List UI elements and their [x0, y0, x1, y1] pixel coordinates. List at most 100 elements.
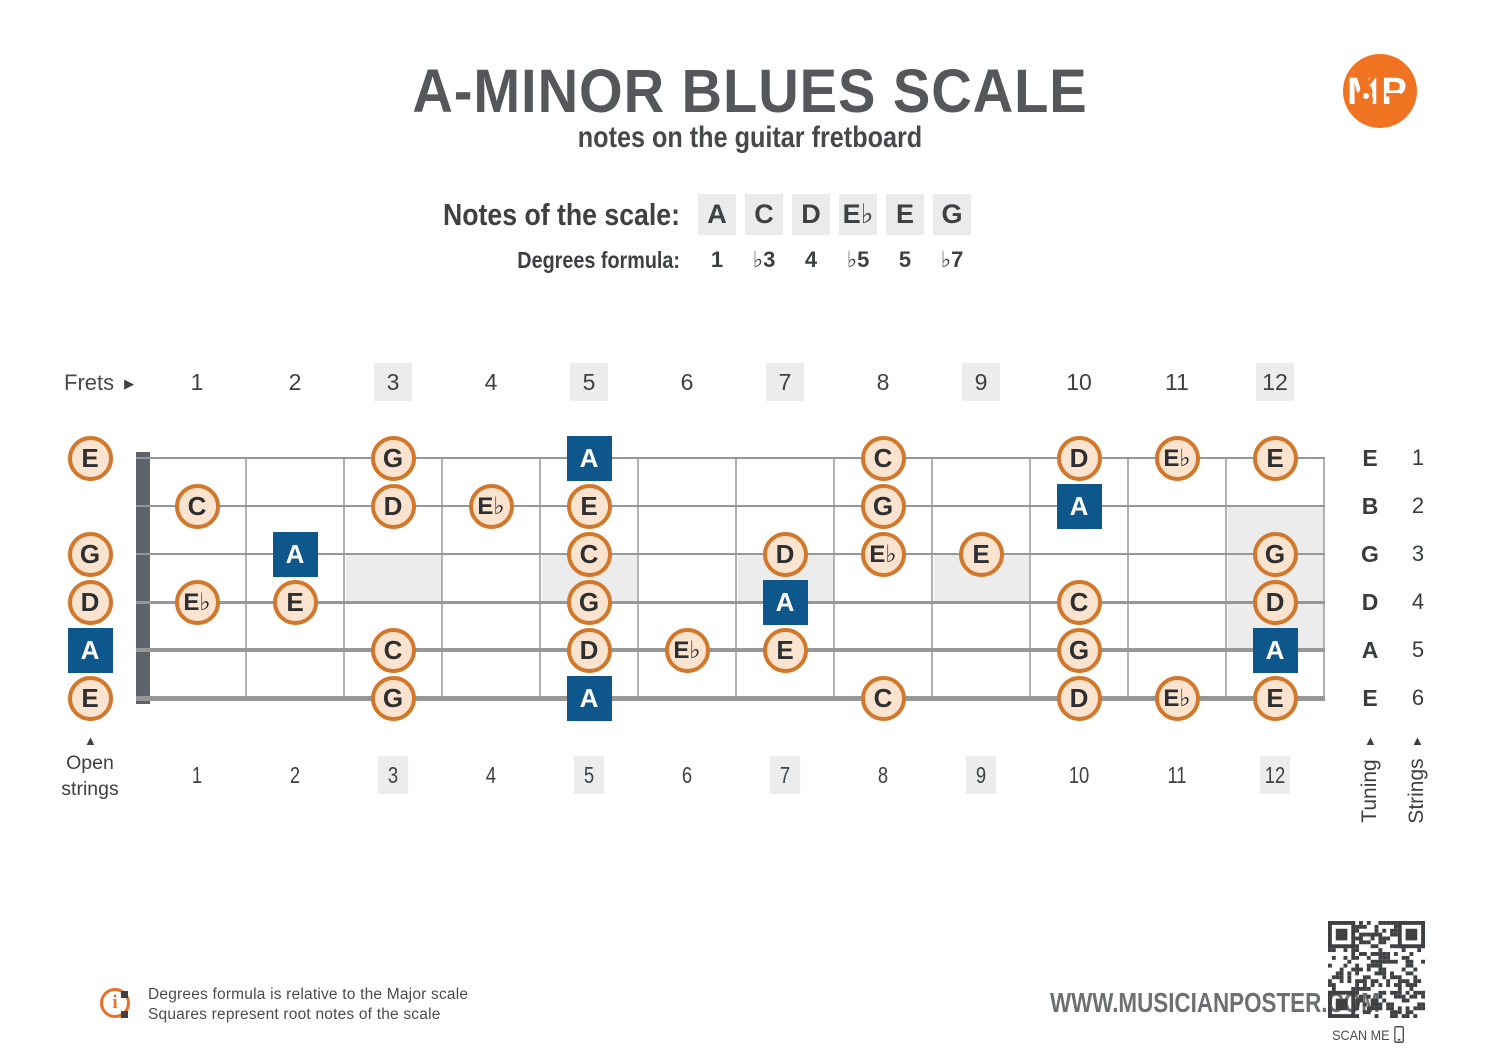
note-D-string6-fret10: D [1056, 675, 1102, 721]
degrees-formula-label: Degrees formula: [517, 247, 680, 273]
string-line-2 [136, 505, 1325, 507]
scale-note-Eb: E♭ [839, 194, 877, 235]
root-note-A-string5-fret12: A [1252, 627, 1298, 673]
fret-wire-6 [735, 458, 737, 698]
svg-text:P: P [1381, 71, 1406, 113]
fret-number-bottom-10: 10 [1068, 762, 1090, 788]
note-Eb-string2-fret4: E♭ [468, 483, 514, 529]
fret-number-top-12: 12 [1256, 363, 1294, 401]
footnotes-list: Degrees formula is relative to the Major… [121, 986, 468, 1023]
degree-b7: ♭7 [940, 247, 964, 272]
fret-number-top-9: 9 [962, 363, 1000, 401]
fret-number-bottom-4: 4 [485, 762, 497, 788]
string-line-4 [136, 600, 1325, 604]
up-arrow-icon: ▲ [84, 733, 97, 748]
root-note-A-string4-fret7: A [762, 579, 808, 625]
note-G-string3-fret12: G [1252, 531, 1298, 577]
note-C-string6-fret8: C [860, 675, 906, 721]
note-G-string4-fret5: G [566, 579, 612, 625]
scan-me-label: SCAN ME [1323, 1026, 1413, 1043]
note-C-string1-fret8: C [860, 435, 906, 481]
string-line-1 [136, 457, 1325, 459]
fret-wire-9 [1029, 458, 1031, 698]
info-icon: i [100, 988, 130, 1018]
footnote-1: Degrees formula is relative to the Major… [121, 986, 468, 1003]
root-note-A-string3-fret2: A [272, 531, 318, 577]
fret-wire-1 [245, 458, 247, 698]
degree-5: 5 [898, 247, 912, 272]
note-D-string4-open: D [67, 579, 113, 625]
footnote-2: Squares represent root notes of the scal… [121, 1006, 468, 1023]
note-G-string5-fret10: G [1056, 627, 1102, 673]
degree-b3: ♭3 [752, 247, 776, 272]
note-D-string5-fret5: D [566, 627, 612, 673]
tuning-letter-string-5: A [1361, 637, 1379, 663]
note-D-string2-fret3: D [370, 483, 416, 529]
page-subtitle: notes on the guitar fretboard [577, 121, 923, 154]
note-E-string4-fret2: E [272, 579, 318, 625]
scale-note-A: A [698, 194, 736, 235]
fret-number-bottom-2: 2 [289, 762, 301, 788]
note-E-string1-fret12: E [1252, 435, 1298, 481]
root-note-A-string2-fret10: A [1056, 483, 1102, 529]
note-Eb-string5-fret6: E♭ [664, 627, 710, 673]
fret-wire-2 [343, 458, 345, 698]
degree-1: 1 [710, 247, 724, 272]
fret-marker-3 [346, 554, 441, 602]
note-G-string3-open: G [67, 531, 113, 577]
note-D-string4-fret12: D [1252, 579, 1298, 625]
nut [136, 452, 150, 704]
fret-number-top-2: 2 [288, 369, 302, 395]
note-D-string3-fret7: D [762, 531, 808, 577]
string-number-1: 1 [1411, 445, 1425, 470]
right-arrow-icon: ▶ [124, 376, 135, 391]
string-line-6 [136, 695, 1325, 701]
fret-wire-10 [1127, 458, 1129, 698]
fret-number-bottom-5: 5 [573, 756, 605, 794]
fret-wire-8 [931, 458, 933, 698]
note-E-string5-fret7: E [762, 627, 808, 673]
page-title: A-MINOR BLUES SCALE [412, 57, 1088, 125]
guitar-silhouette-icon [1355, 72, 1400, 110]
tuning-letter-string-2: B [1361, 493, 1379, 519]
root-note-A-string1-fret5: A [566, 435, 612, 481]
footnote-text: Squares represent root notes of the scal… [148, 1005, 441, 1023]
root-note-A-string5-open: A [67, 627, 113, 673]
note-Eb-string3-fret8: E♭ [860, 531, 906, 577]
fret-number-bottom-12: 12 [1259, 756, 1291, 794]
fret-wire-4 [539, 458, 541, 698]
string-line-5 [136, 648, 1325, 652]
note-E-string6-open: E [67, 675, 113, 721]
note-C-string3-fret5: C [566, 531, 612, 577]
scale-note-E: E [886, 194, 924, 235]
fret-number-top-3: 3 [374, 363, 412, 401]
footnote-text: Degrees formula is relative to the Major… [148, 985, 469, 1003]
string-number-6: 6 [1411, 685, 1425, 710]
notes-of-scale-label: Notes of the scale: [442, 197, 680, 232]
musicianposter-logo-icon: M P [1343, 54, 1417, 128]
fret-wire-11 [1225, 458, 1227, 698]
bullet-icon [121, 991, 128, 998]
fret-number-top-11: 11 [1165, 369, 1189, 395]
strings-axis-label: Strings [1405, 758, 1428, 824]
fret-number-top-7: 7 [766, 363, 804, 401]
fret-number-top-8: 8 [876, 369, 890, 395]
fret-number-bottom-6: 6 [681, 762, 693, 788]
fret-number-top-6: 6 [680, 369, 694, 395]
fret-number-top-5: 5 [570, 363, 608, 401]
string-line-3 [136, 552, 1325, 556]
up-arrow-icon: ▲ [1411, 733, 1424, 748]
string-number-2: 2 [1411, 493, 1425, 518]
fret-number-bottom-9: 9 [965, 756, 997, 794]
fret-number-bottom-3: 3 [377, 756, 409, 794]
frets-label: Frets ▶ [64, 370, 135, 395]
string-number-5: 5 [1411, 637, 1425, 662]
fret-number-bottom-8: 8 [877, 762, 889, 788]
note-E-string2-fret5: E [566, 483, 612, 529]
tuning-axis-label: Tuning [1358, 759, 1381, 823]
fret-wire-5 [637, 458, 639, 698]
website-url: WWW.MUSICIANPOSTER.COM [1050, 987, 1380, 1018]
degrees-formula-row: 1 ♭3 4 ♭5 5 ♭7 [698, 247, 971, 273]
note-D-string1-fret10: D [1056, 435, 1102, 481]
